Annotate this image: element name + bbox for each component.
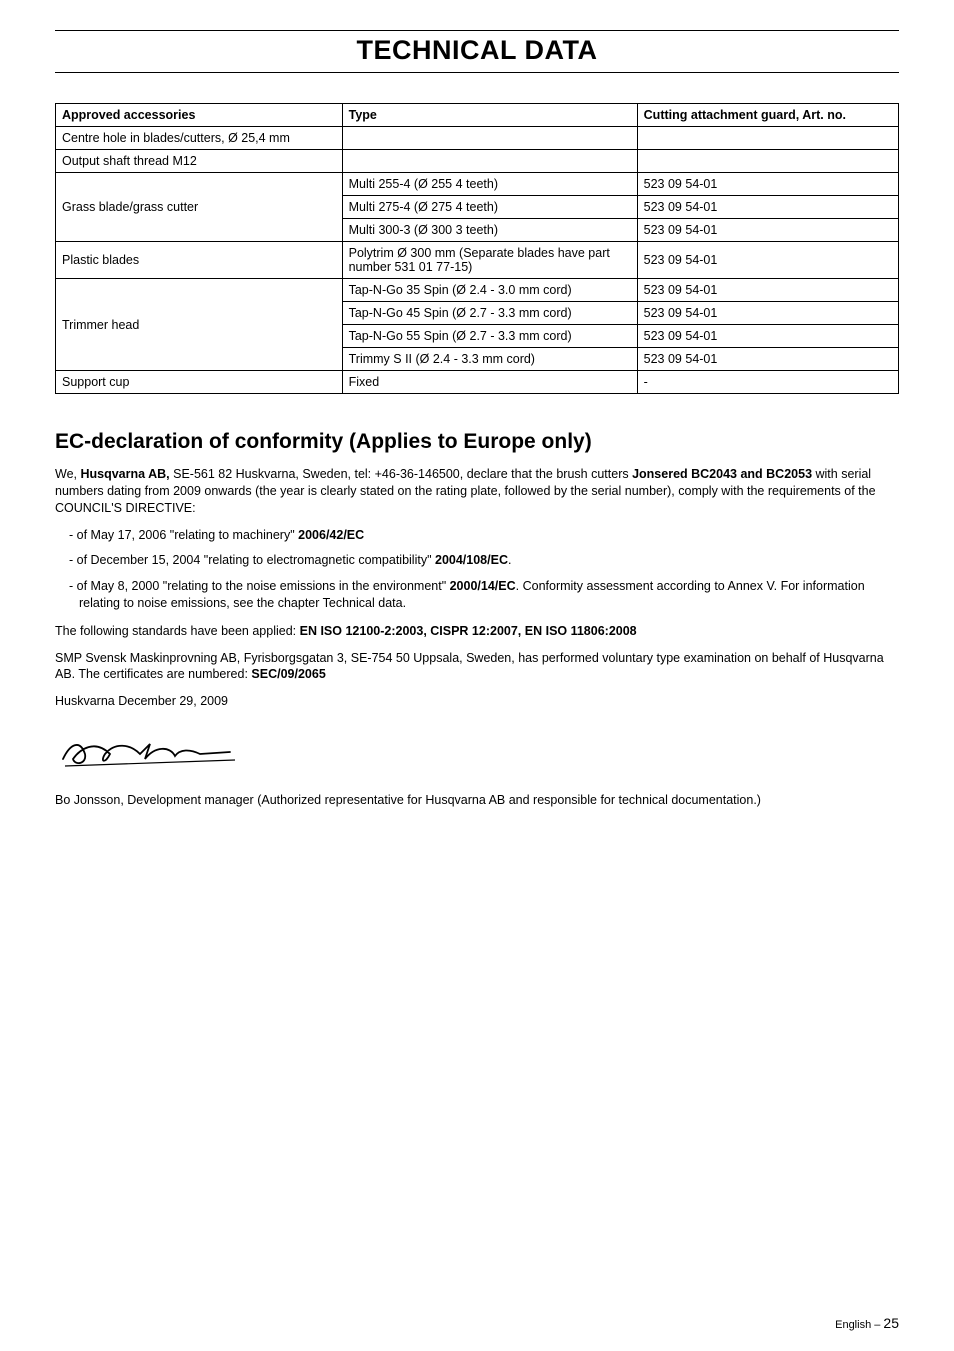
cell-grass-blade-1-type: Multi 255-4 (Ø 255 4 teeth) xyxy=(342,173,637,196)
table-header-type: Type xyxy=(342,104,637,127)
cell-plastic-guard: 523 09 54-01 xyxy=(637,242,898,279)
directive-item: - of May 8, 2000 "relating to the noise … xyxy=(69,578,899,613)
ec-company: Husqvarna AB, xyxy=(80,467,169,481)
cell-support-type: Fixed xyxy=(342,371,637,394)
table-row: Output shaft thread M12 xyxy=(56,150,899,173)
cell-support-label: Support cup xyxy=(56,371,343,394)
cell-trimmer-4-guard: 523 09 54-01 xyxy=(637,348,898,371)
table-header-accessories: Approved accessories xyxy=(56,104,343,127)
smp-line: SMP Svensk Maskinprovning AB, Fyrisborgs… xyxy=(55,650,899,684)
ec-intro: We, Husqvarna AB, SE-561 82 Huskvarna, S… xyxy=(55,466,899,517)
ec-date: Huskvarna December 29, 2009 xyxy=(55,693,899,710)
directive-item: - of May 17, 2006 "relating to machinery… xyxy=(69,527,899,545)
cell-output-shaft: Output shaft thread M12 xyxy=(56,150,343,173)
dir2-a: - of December 15, 2004 "relating to elec… xyxy=(69,553,435,567)
accessories-table: Approved accessories Type Cutting attach… xyxy=(55,103,899,394)
footer-dash: – xyxy=(871,1319,883,1331)
cell-trimmer-label: Trimmer head xyxy=(56,279,343,371)
standards-b: EN ISO 12100-2:2003, CISPR 12:2007, EN I… xyxy=(300,624,637,638)
cell-centre-hole: Centre hole in blades/cutters, Ø 25,4 mm xyxy=(56,127,343,150)
cell-trimmer-1-type: Tap-N-Go 35 Spin (Ø 2.4 - 3.0 mm cord) xyxy=(342,279,637,302)
cell-trimmer-3-type: Tap-N-Go 55 Spin (Ø 2.7 - 3.3 mm cord) xyxy=(342,325,637,348)
dir2-b: 2004/108/EC xyxy=(435,553,508,567)
cell-grass-blade-label: Grass blade/grass cutter xyxy=(56,173,343,242)
dir3-a: - of May 8, 2000 "relating to the noise … xyxy=(69,579,450,593)
standards-a: The following standards have been applie… xyxy=(55,624,300,638)
footer-page-number: 25 xyxy=(883,1315,899,1331)
cell-plastic-label: Plastic blades xyxy=(56,242,343,279)
smp-a: SMP Svensk Maskinprovning AB, Fyrisborgs… xyxy=(55,651,884,682)
footer-lang: English xyxy=(835,1319,871,1331)
ec-intro-1: We, xyxy=(55,467,80,481)
cell-empty xyxy=(637,150,898,173)
ec-models: Jonsered BC2043 and BC2053 xyxy=(632,467,812,481)
table-row: Support cup Fixed - xyxy=(56,371,899,394)
directive-item: - of December 15, 2004 "relating to elec… xyxy=(69,552,899,570)
signer-line: Bo Jonsson, Development manager (Authori… xyxy=(55,792,899,809)
table-row: Plastic blades Polytrim Ø 300 mm (Separa… xyxy=(56,242,899,279)
cell-empty xyxy=(342,127,637,150)
table-row: Trimmer head Tap-N-Go 35 Spin (Ø 2.4 - 3… xyxy=(56,279,899,302)
signature-image xyxy=(55,724,899,774)
page-title: TECHNICAL DATA xyxy=(55,35,899,66)
cell-empty xyxy=(342,150,637,173)
table-row: Centre hole in blades/cutters, Ø 25,4 mm xyxy=(56,127,899,150)
dir2-c: . xyxy=(508,553,511,567)
cell-empty xyxy=(637,127,898,150)
cell-plastic-type: Polytrim Ø 300 mm (Separate blades have … xyxy=(342,242,637,279)
ec-intro-2: SE-561 82 Huskvarna, Sweden, tel: +46-36… xyxy=(170,467,632,481)
dir1-b: 2006/42/EC xyxy=(298,528,364,542)
dir1-a: - of May 17, 2006 "relating to machinery… xyxy=(69,528,298,542)
cell-trimmer-2-guard: 523 09 54-01 xyxy=(637,302,898,325)
cell-grass-blade-2-type: Multi 275-4 (Ø 275 4 teeth) xyxy=(342,196,637,219)
ec-heading: EC-declaration of conformity (Applies to… xyxy=(55,430,899,454)
page-footer: English – 25 xyxy=(835,1315,899,1331)
dir3-b: 2000/14/EC xyxy=(450,579,516,593)
cell-grass-blade-3-guard: 523 09 54-01 xyxy=(637,219,898,242)
cell-trimmer-4-type: Trimmy S II (Ø 2.4 - 3.3 mm cord) xyxy=(342,348,637,371)
cell-grass-blade-2-guard: 523 09 54-01 xyxy=(637,196,898,219)
cell-trimmer-1-guard: 523 09 54-01 xyxy=(637,279,898,302)
cell-support-guard: - xyxy=(637,371,898,394)
standards-line: The following standards have been applie… xyxy=(55,623,899,640)
cell-grass-blade-3-type: Multi 300-3 (Ø 300 3 teeth) xyxy=(342,219,637,242)
table-header-guard: Cutting attachment guard, Art. no. xyxy=(637,104,898,127)
directives-list: - of May 17, 2006 "relating to machinery… xyxy=(55,527,899,613)
cell-trimmer-2-type: Tap-N-Go 45 Spin (Ø 2.7 - 3.3 mm cord) xyxy=(342,302,637,325)
cell-trimmer-3-guard: 523 09 54-01 xyxy=(637,325,898,348)
cell-grass-blade-1-guard: 523 09 54-01 xyxy=(637,173,898,196)
smp-b: SEC/09/2065 xyxy=(251,667,325,681)
table-row: Grass blade/grass cutter Multi 255-4 (Ø … xyxy=(56,173,899,196)
